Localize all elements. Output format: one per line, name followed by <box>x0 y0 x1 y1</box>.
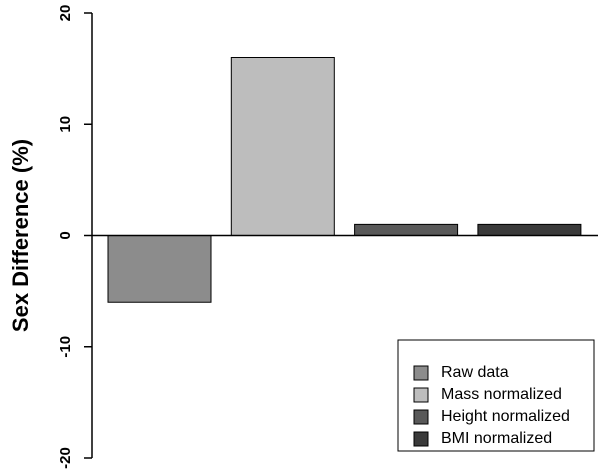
y-tick-label: 0 <box>57 231 74 239</box>
y-tick-label: 20 <box>57 5 74 22</box>
bar <box>107 235 212 303</box>
legend-swatch <box>413 409 429 425</box>
bars <box>107 57 582 303</box>
legend-label: Mass normalized <box>441 386 562 403</box>
legend-label: Raw data <box>441 364 509 381</box>
y-tick-label: -20 <box>57 447 74 469</box>
legend-swatch <box>413 387 429 403</box>
y-axis: -20 -10 0 10 20 <box>57 5 93 469</box>
legend-label: BMI normalized <box>441 430 552 447</box>
bar <box>230 57 335 236</box>
y-axis-label: Sex Difference (%) <box>8 139 33 332</box>
bar <box>354 223 459 236</box>
y-tick-label: 10 <box>57 116 74 133</box>
bar <box>477 223 582 236</box>
legend: Raw data Mass normalized Height normalized… <box>397 339 595 452</box>
y-tick-label: -10 <box>57 336 74 358</box>
legend-swatch <box>413 365 429 381</box>
legend-swatch <box>413 431 429 447</box>
legend-box <box>397 339 595 452</box>
legend-label: Height normalized <box>441 408 570 425</box>
